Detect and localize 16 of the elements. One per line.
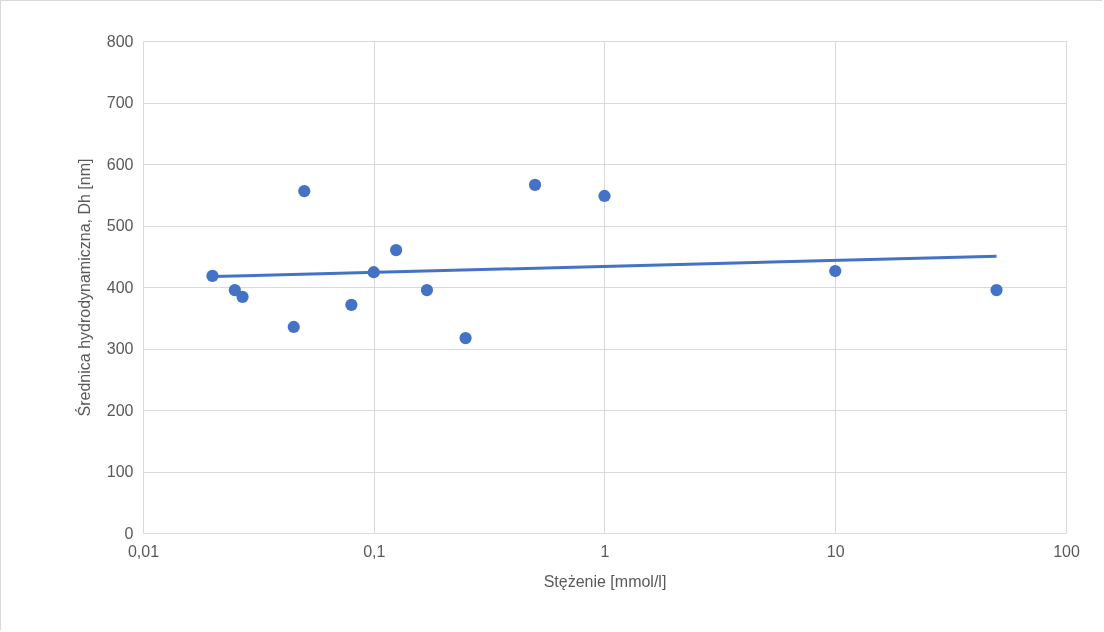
y-tick-label: 0 <box>124 524 134 542</box>
x-tick-label: 1 <box>600 542 610 560</box>
y-tick-label: 200 <box>106 401 134 419</box>
y-tick-label: 600 <box>106 155 134 173</box>
y-tick-label: 300 <box>106 340 134 357</box>
x-tick-label: 100 <box>1053 542 1080 560</box>
y-axis-title: Średnica hydrodynamiczna, Dh [nm] <box>74 158 93 417</box>
x-tick-label: 10 <box>826 542 845 560</box>
y-tick-label: 800 <box>106 32 134 50</box>
x-tick-label: 0,01 <box>127 542 160 560</box>
y-tick-label: 700 <box>106 94 134 111</box>
x-axis-title: Stężenie [mmol/l] <box>543 572 667 590</box>
x-tick-label: 0,1 <box>363 542 386 560</box>
y-tick-label: 400 <box>106 278 134 296</box>
y-tick-label: 500 <box>106 217 134 234</box>
y-tick-label: 100 <box>106 463 134 480</box>
